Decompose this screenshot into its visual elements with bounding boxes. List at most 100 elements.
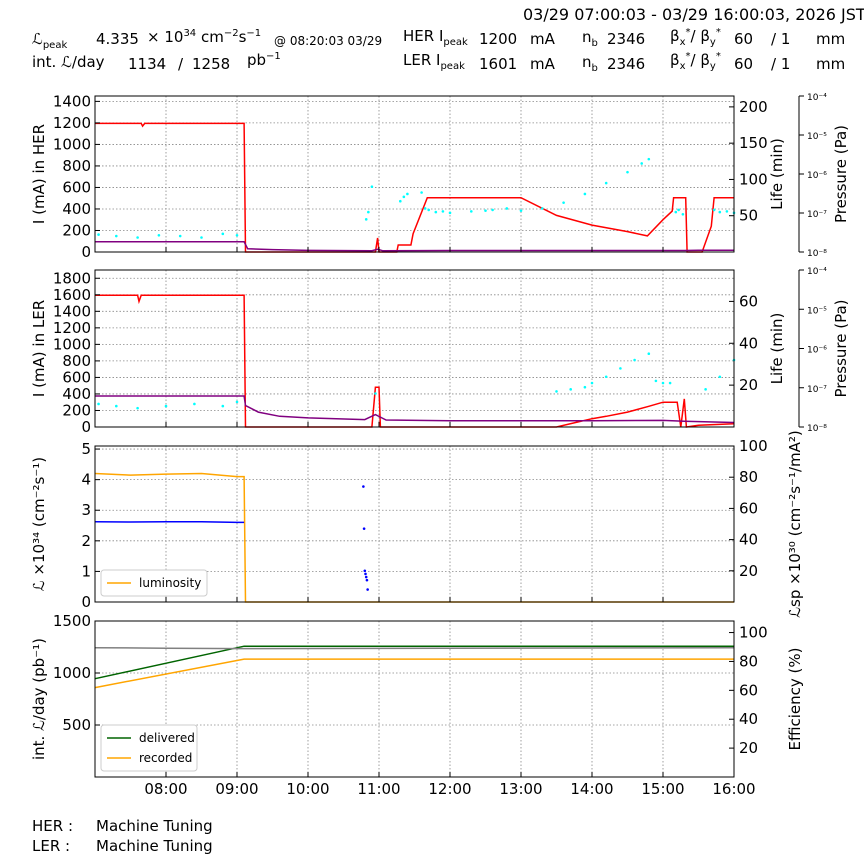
her-life-point [640,162,643,165]
ler-current-line [95,294,735,428]
ler-life-point [221,404,225,408]
luminosity-ytick-label: 0 [81,593,91,611]
lum-peak-value: 4.335 [96,30,139,48]
ler-life-point [374,392,377,395]
her-life-point [681,212,685,216]
her-life-point [562,201,565,204]
luminosity-luminosity-line [94,472,734,603]
luminosity-specific_lum_points-point [362,485,365,488]
her-life-point [718,210,722,214]
her-y2tick-label: 50 [739,207,758,225]
ler-life-point [654,379,658,383]
ler-beta-unit: mm [816,55,846,73]
her-pressure-tick-label: 10⁻⁵ [807,132,827,142]
her-ytick-label: 600 [62,178,91,196]
her-ytick-label: 800 [62,157,91,175]
ler-life-point [193,402,196,406]
her-life-point [97,233,100,236]
ler-life-point [668,381,672,385]
intlum-label: int. ℒ/day [32,53,105,71]
her-nb-label: nb [582,28,598,49]
ler-ytick-label: 1200 [53,319,91,337]
integrated-legend-label-delivered: delivered [139,731,195,745]
intlum-unit: pb−1 [247,51,281,69]
ler-pressure-line [95,395,735,424]
ler-pressure-label: Pressure (Pa) [832,299,850,397]
her-ytick-label: 200 [62,221,91,239]
her-life-point [136,236,139,239]
ler-y2tick-label: 60 [739,292,758,310]
her-life-point [725,210,729,213]
her-y2label: Life (min) [768,138,786,210]
integrated-y2tick-label: 40 [739,710,758,728]
ler-pressure-tick-label: 10⁻⁸ [807,424,827,434]
ler-ytick-label: 1600 [53,286,91,304]
ler-beta-label: βx*/ βy* [670,51,721,72]
her-life-point [423,207,427,210]
ler-ytick-label: 800 [62,352,91,370]
integrated-ylabel: int. ℒ/day (pb⁻¹) [30,638,48,760]
ler-ylabel: I (mA) in LER [30,300,48,397]
her-pressure-line [95,241,735,252]
her-life-point [367,210,370,214]
ler-nb-label: nb [582,53,598,74]
her-y2tick-label: 100 [739,170,768,188]
ler-status-value: Machine Tuning [96,837,213,855]
luminosity-y2tick-label: 80 [739,468,758,486]
integrated-delivered-line [94,645,734,680]
integrated-recorded-line [94,658,734,689]
her-beta-x: 60 [734,30,754,48]
intlum-value-recorded: 1134 [128,55,167,73]
her-life-point [448,211,452,215]
her-life-point [583,192,587,196]
her-ytick-label: 1200 [53,114,91,132]
ler-life-point [97,402,100,406]
ler-life-point [619,367,622,370]
ler-life-point [164,404,168,408]
her-status-value: Machine Tuning [96,817,213,835]
x-tick-label: 10:00 [286,780,329,798]
luminosity-specific_lum_points-point [366,588,369,591]
ler-peak-label: LER Ipeak [403,51,465,72]
her-pressure-label: Pressure (Pa) [832,125,850,223]
her-life-point [541,207,544,210]
her-frame [94,95,735,253]
ler-y2label: Life (min) [768,313,786,385]
ler-life-point [633,358,636,362]
her-life-point [712,208,716,212]
her-beta-label: βx*/ βy* [670,27,721,48]
integrated-frame [94,620,735,778]
her-peak-label: HER Ipeak [403,27,468,48]
her-status-label: HER : [32,817,74,835]
luminosity-specific_lum_points-point [362,527,366,530]
ler-status-label: LER : [32,837,71,855]
integrated-y2tick-label: 20 [739,739,758,757]
her-life-point [406,192,409,196]
ler-life-point [235,400,239,404]
ler-y2tick-label: 20 [739,376,758,394]
her-life-point [505,207,509,210]
lum-peak-label: ℒpeak [32,30,68,51]
her-ytick-label: 0 [81,243,91,261]
ler-ytick-label: 600 [62,368,91,386]
luminosity-ytick-label: 3 [81,501,91,519]
her-life-point [519,209,523,212]
ler-life-point [661,381,665,385]
luminosity-ytick-label: 2 [81,532,91,550]
her-ytick-label: 1000 [53,135,91,153]
her-life-point [200,236,203,239]
ler-ytick-label: 1800 [53,269,91,287]
ler-peak-unit: mA [530,55,555,73]
ler-pressure-tick-label: 10⁻⁷ [807,385,827,395]
ler-pressure-tick-label: 10⁻⁶ [807,346,827,356]
integrated-ytick-label: 1500 [53,612,91,630]
her-life-point [427,208,431,212]
luminosity-ylabel: ℒ ×10³⁴ (cm⁻²s⁻¹) [30,457,48,591]
integrated-ytick-label: 500 [62,716,91,734]
her-life-point [470,210,473,213]
ler-life-point [583,385,587,389]
ler-life-point [115,404,118,408]
lum-peak-unit: × 1034 cm−2s−1 [147,28,262,46]
her-y2tick-label: 150 [739,134,768,152]
